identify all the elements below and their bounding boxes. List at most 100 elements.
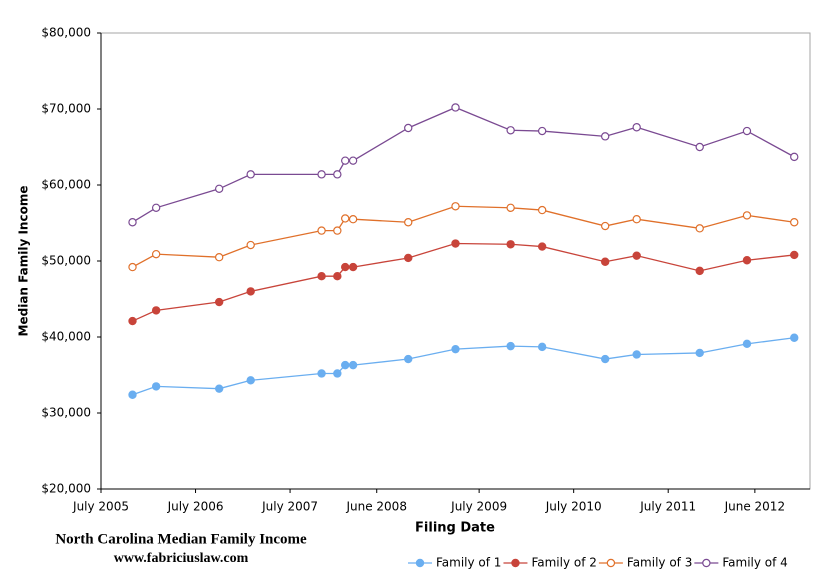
x-tick-label: June 2008 [345, 500, 407, 514]
series-line [132, 205, 795, 268]
marker [742, 256, 752, 265]
x-tick-label: July 2010 [545, 500, 602, 514]
marker [742, 126, 752, 136]
marker [790, 152, 799, 162]
marker [511, 558, 520, 568]
marker [632, 123, 641, 132]
marker [317, 272, 326, 281]
marker [404, 123, 413, 133]
marker [246, 287, 255, 296]
chart-title: North Carolina Median Family Income [55, 531, 307, 547]
marker [246, 240, 255, 250]
marker [790, 218, 799, 227]
marker [348, 214, 358, 224]
x-tick-label: June 2012 [724, 500, 786, 514]
marker [600, 354, 610, 364]
marker [341, 262, 350, 272]
marker [333, 226, 342, 235]
y-tick-label: $50,000 [41, 254, 91, 268]
marker [506, 203, 515, 212]
marker [451, 202, 460, 211]
marker [695, 224, 704, 233]
marker [742, 339, 752, 349]
marker [317, 369, 326, 378]
x-tick-label: July 2007 [261, 500, 318, 514]
marker [537, 242, 547, 251]
plot-area [100, 32, 811, 490]
marker [317, 226, 326, 235]
marker [151, 203, 161, 212]
y-tick-label: $20,000 [41, 482, 91, 496]
marker [128, 390, 137, 399]
marker [214, 384, 224, 393]
marker [151, 306, 161, 315]
marker [341, 360, 350, 370]
marker [214, 253, 224, 262]
marker [632, 350, 641, 359]
legend-label: Family of 4 [722, 556, 787, 570]
marker [348, 156, 358, 165]
legend-label: Family of 1 [436, 556, 501, 570]
marker [600, 132, 610, 141]
marker [451, 103, 460, 112]
legend-label: Family of 2 [531, 556, 596, 570]
marker [348, 262, 358, 272]
marker [742, 211, 752, 220]
marker [341, 156, 350, 165]
marker [404, 354, 413, 364]
marker [451, 344, 460, 354]
marker [695, 142, 704, 152]
marker [537, 126, 547, 136]
legend-label: Family of 3 [627, 556, 692, 570]
marker [790, 333, 799, 342]
marker [151, 249, 161, 259]
x-tick-label: July 2006 [167, 500, 224, 514]
marker [151, 382, 161, 391]
marker [128, 316, 137, 326]
marker [333, 170, 342, 179]
y-axis-title: Median Family Income [17, 186, 31, 337]
y-tick-label: $40,000 [41, 330, 91, 344]
marker [404, 253, 413, 263]
marker [600, 221, 610, 231]
marker [537, 205, 547, 215]
x-tick-label: July 2009 [450, 500, 507, 514]
marker [600, 257, 610, 266]
marker [128, 262, 137, 272]
marker [451, 239, 460, 248]
marker [246, 170, 255, 179]
marker [415, 558, 425, 568]
marker [348, 360, 358, 370]
marker [333, 369, 342, 378]
y-tick-label: $60,000 [41, 178, 91, 192]
y-tick-label: $80,000 [41, 26, 91, 40]
marker [695, 348, 704, 358]
marker [632, 251, 641, 260]
marker [702, 558, 711, 568]
series-line [132, 242, 795, 322]
marker [506, 240, 515, 249]
y-tick-label: $30,000 [41, 406, 91, 420]
marker [317, 170, 326, 179]
marker [246, 376, 255, 385]
marker [214, 297, 224, 307]
marker [404, 218, 413, 227]
x-tick-label: July 2011 [639, 500, 696, 514]
series-line [132, 106, 795, 223]
marker [214, 184, 224, 193]
legend: Family of 1 Family of 2 Family of 3 Family … [408, 556, 788, 570]
marker [695, 266, 704, 276]
marker [128, 218, 137, 227]
marker [506, 126, 515, 135]
marker [341, 214, 350, 223]
marker [333, 272, 342, 281]
marker [790, 250, 799, 260]
marker [537, 342, 547, 352]
marker [606, 558, 616, 568]
y-tick-label: $70,000 [41, 102, 91, 116]
chart-subtitle: www.fabriciuslaw.com [114, 551, 249, 566]
x-axis-title: Filing Date [415, 521, 495, 536]
marker [632, 214, 641, 224]
series-line [132, 337, 795, 396]
